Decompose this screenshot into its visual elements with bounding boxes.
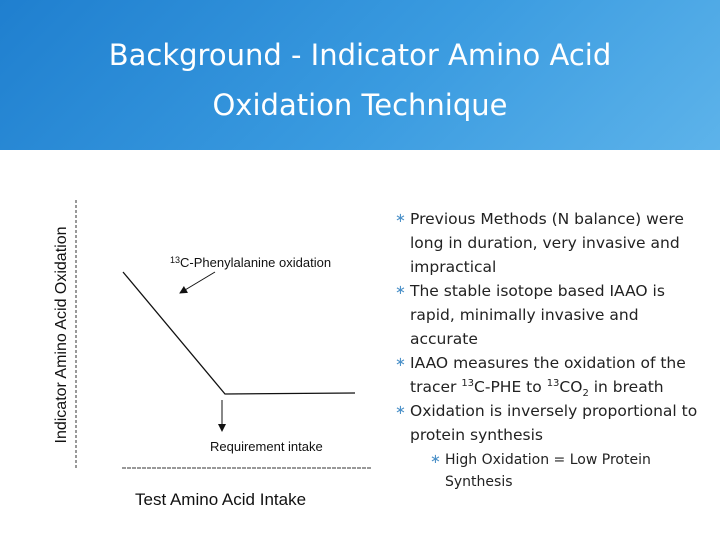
requirement-label: Requirement intake bbox=[210, 439, 323, 454]
title-banner bbox=[0, 0, 720, 150]
bullet-text: 13 bbox=[461, 377, 475, 389]
bullet-text: in breath bbox=[588, 378, 664, 396]
bullet: High Oxidation = Low Protein Synthesis bbox=[430, 449, 710, 493]
bullet-text: 13 bbox=[546, 377, 560, 389]
bullet: The stable isotope based IAAO is rapid, … bbox=[395, 279, 710, 351]
bullet-text: CO bbox=[559, 378, 583, 396]
bullet-text: The stable isotope based IAAO is rapid, … bbox=[410, 282, 665, 348]
bullet-text: High Oxidation = Low Protein Synthesis bbox=[445, 452, 651, 490]
bullet: IAAO measures the oxidation of the trace… bbox=[395, 351, 710, 399]
bullet-text: 2 bbox=[582, 388, 589, 400]
slide-title: Background - Indicator Amino Acid Oxidat… bbox=[108, 38, 612, 122]
bullet-text: C-PHE to bbox=[474, 378, 547, 396]
curve-annotation: 13C-Phenylalanine oxidation bbox=[170, 255, 331, 270]
annotation-arrow bbox=[179, 271, 216, 294]
oxidation-curve bbox=[122, 271, 356, 395]
bullet: Oxidation is inversely proportional to p… bbox=[395, 399, 710, 447]
bullet-text: IAAO measures the oxidation of the trace… bbox=[410, 354, 686, 396]
bullet-list: Previous Methods (N balance) were long i… bbox=[395, 207, 710, 493]
bullet-text: Oxidation is inversely proportional to p… bbox=[410, 402, 698, 444]
bullet-text: Previous Methods (N balance) were long i… bbox=[410, 210, 684, 276]
figure: Indicator Amino Acid Oxidation 13C-Pheny… bbox=[53, 200, 372, 509]
bullet: Previous Methods (N balance) were long i… bbox=[395, 207, 710, 279]
y-axis-label: Indicator Amino Acid Oxidation bbox=[53, 226, 70, 443]
x-axis-label: Test Amino Acid Intake bbox=[135, 490, 306, 509]
